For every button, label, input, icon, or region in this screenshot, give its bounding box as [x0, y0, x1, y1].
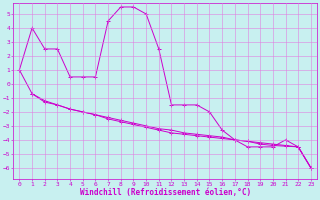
X-axis label: Windchill (Refroidissement éolien,°C): Windchill (Refroidissement éolien,°C) [80, 188, 251, 197]
